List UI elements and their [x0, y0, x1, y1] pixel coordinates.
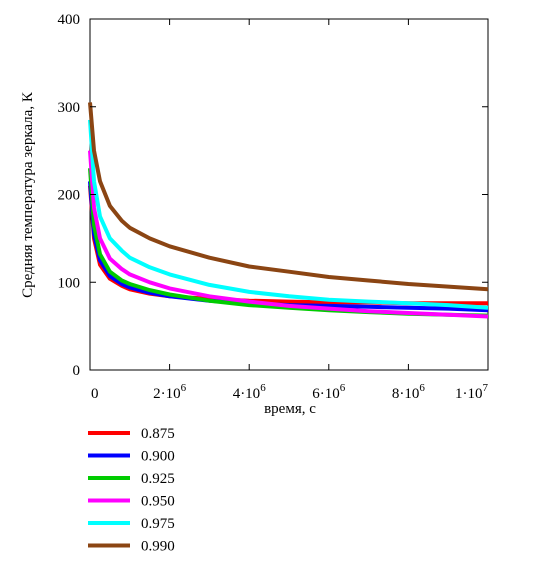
- legend-label-0.990: 0.990: [141, 539, 175, 555]
- y-tick-label: 100: [58, 275, 81, 291]
- series-line-0.975: [88, 119, 489, 310]
- plot-area: [89, 18, 489, 371]
- legend-label-0.975: 0.975: [141, 516, 175, 532]
- x-axis-title: время, с: [264, 401, 316, 417]
- series-line-0.950: [88, 150, 489, 319]
- legend-label-0.925: 0.925: [141, 471, 175, 487]
- x-tick-label: 0: [91, 386, 99, 402]
- x-tick-label: 4·106: [233, 382, 267, 402]
- legend-label-0.900: 0.900: [141, 449, 175, 465]
- y-tick-label: 400: [58, 12, 81, 28]
- x-tick-label: 2·106: [153, 382, 187, 402]
- legend-label-0.875: 0.875: [141, 426, 175, 442]
- plot-frame: [89, 18, 489, 371]
- y-tick-label: 0: [73, 363, 81, 379]
- x-tick-label: 6·106: [312, 382, 346, 402]
- series-line-0.990: [88, 102, 489, 292]
- legend: 0.875 0.900 0.925 0.950 0.975 0.990: [88, 426, 175, 555]
- legend-label-0.950: 0.950: [141, 494, 175, 510]
- x-tick-label: 8·106: [392, 382, 426, 402]
- x-tick-label: 1·107: [455, 382, 489, 402]
- series-layer: [88, 102, 489, 319]
- y-axis-title: Средняя температура зеркала, К: [20, 91, 36, 298]
- y-tick-label: 300: [58, 100, 81, 116]
- axes-layer: 0 100 200 300 400 0 2·106 4·106 6·106 8·106 1·107: [58, 12, 489, 402]
- y-tick-label: 200: [58, 188, 81, 204]
